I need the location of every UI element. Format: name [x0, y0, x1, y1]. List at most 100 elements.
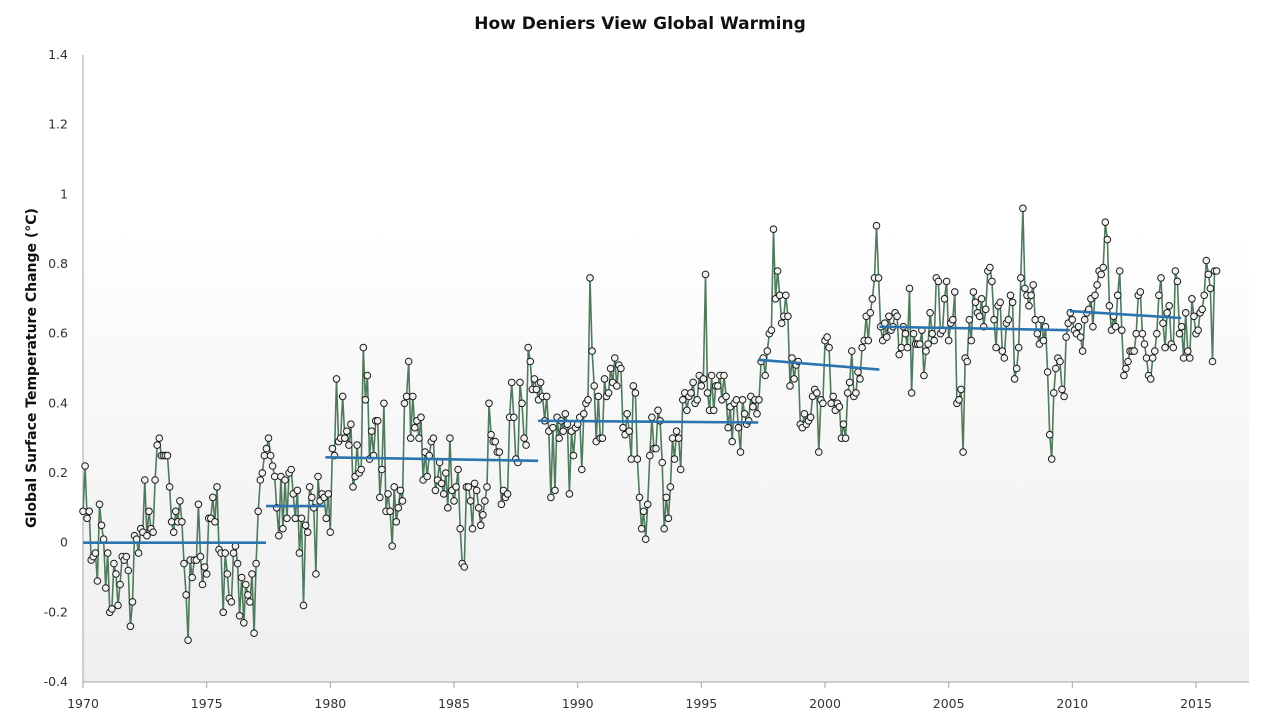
- data-point: [672, 427, 681, 436]
- data-point: [116, 580, 124, 589]
- trend-segment: [325, 456, 539, 463]
- data-point: [643, 500, 652, 509]
- data-point: [1091, 291, 1099, 300]
- data-point: [639, 507, 648, 516]
- data-point: [256, 476, 265, 484]
- data-point: [1093, 281, 1101, 289]
- data-point: [823, 333, 831, 341]
- data-point: [1089, 322, 1097, 331]
- data-point: [782, 291, 790, 300]
- data-point: [998, 347, 1007, 355]
- data-point: [893, 312, 901, 321]
- data-point: [171, 507, 180, 516]
- trend-segment: [1069, 309, 1182, 320]
- data-point: [856, 375, 864, 383]
- data-point: [229, 549, 238, 557]
- data-point: [244, 591, 252, 599]
- data-point: [753, 410, 761, 418]
- data-point: [184, 636, 192, 645]
- data-point: [815, 448, 823, 456]
- data-point: [343, 427, 351, 436]
- data-point: [1208, 357, 1217, 366]
- data-point: [559, 427, 568, 436]
- data-point: [1056, 357, 1064, 366]
- y-tick-label: 0.4: [48, 395, 68, 410]
- data-point: [992, 343, 1000, 352]
- data-point: [959, 448, 967, 456]
- data-point: [852, 389, 860, 397]
- data-point: [101, 584, 110, 592]
- data-point: [1212, 267, 1221, 275]
- data-point: [1115, 267, 1124, 275]
- data-point: [975, 312, 984, 321]
- data-point: [977, 295, 986, 303]
- data-point: [262, 444, 271, 453]
- data-point: [666, 483, 675, 491]
- data-point: [1138, 329, 1147, 338]
- data-point: [670, 455, 679, 463]
- data-point: [404, 357, 413, 366]
- data-point: [456, 524, 465, 533]
- data-point: [988, 277, 996, 286]
- data-point: [895, 350, 904, 359]
- y-tick-label: 1.2: [48, 117, 68, 132]
- data-point: [1037, 315, 1046, 324]
- data-point: [641, 535, 650, 544]
- data-point: [703, 389, 712, 397]
- data-point: [81, 462, 89, 470]
- data-point: [233, 559, 242, 568]
- y-tick-labels: -0.4 -0.2 0 0.2 0.4 0.6 0.8 1 1.2 1.4: [44, 47, 68, 689]
- data-point: [1000, 354, 1009, 362]
- y-tick-label: -0.2: [44, 604, 68, 619]
- data-point: [1068, 315, 1077, 324]
- data-point: [221, 549, 229, 557]
- data-point: [79, 507, 87, 516]
- data-point: [165, 483, 174, 491]
- data-point: [312, 570, 320, 578]
- data-point: [1014, 343, 1023, 352]
- data-point: [769, 225, 778, 233]
- data-point: [439, 490, 448, 498]
- x-tick-label: 1985: [438, 696, 470, 711]
- data-point: [907, 389, 916, 397]
- data-point: [1177, 322, 1186, 331]
- data-point: [1206, 284, 1215, 293]
- data-point: [773, 267, 782, 275]
- x-tick-label: 1995: [685, 696, 717, 711]
- data-point: [1179, 354, 1188, 362]
- data-point: [1181, 309, 1190, 317]
- data-point: [468, 524, 477, 533]
- data-point: [922, 347, 930, 355]
- data-point: [617, 364, 625, 373]
- data-point: [347, 420, 355, 429]
- data-point: [305, 483, 314, 491]
- trend-segment: [538, 419, 759, 424]
- data-point: [1012, 364, 1021, 373]
- data-point: [268, 462, 277, 470]
- data-point: [835, 403, 844, 411]
- data-point: [466, 497, 475, 505]
- chart-title: How Deniers View Global Warming: [474, 14, 806, 34]
- data-point: [332, 375, 341, 383]
- data-point: [1052, 364, 1060, 373]
- data-point: [1033, 329, 1042, 338]
- data-point: [400, 399, 409, 408]
- x-tick-label: 1975: [191, 696, 223, 711]
- data-point: [518, 399, 526, 408]
- data-point: [874, 274, 883, 282]
- data-point: [699, 375, 708, 383]
- data-point: [357, 465, 366, 474]
- data-point: [683, 406, 691, 415]
- data-point: [507, 378, 516, 387]
- data-point: [406, 434, 415, 443]
- data-point: [885, 312, 893, 321]
- data-point: [308, 493, 316, 502]
- data-point: [291, 514, 300, 523]
- data-point: [732, 396, 741, 404]
- data-point: [497, 500, 506, 509]
- y-tick-label: 1: [60, 186, 68, 201]
- data-point: [734, 423, 743, 432]
- data-point: [920, 371, 928, 380]
- data-point: [530, 375, 539, 383]
- data-point: [967, 336, 976, 345]
